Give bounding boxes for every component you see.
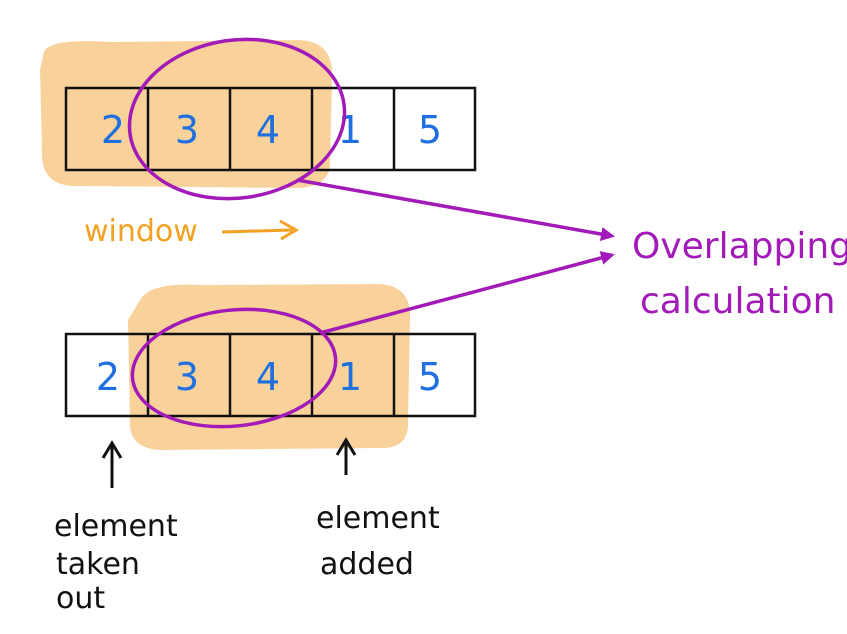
overlap-label-line1: Overlapping	[632, 226, 847, 267]
bottom-cell-value: 1	[338, 355, 362, 399]
removed-element-arrow	[101, 440, 123, 488]
top-array-border	[64, 86, 477, 172]
window-label: window	[84, 214, 198, 249]
bottom-window-highlight	[128, 284, 411, 450]
added-note-line2: added	[320, 547, 414, 582]
bottom-array: 2 3 4 1 5	[64, 332, 477, 418]
top-to-label-arrow	[296, 178, 615, 241]
top-overlap-circle	[127, 37, 347, 201]
window-direction-arrow	[221, 219, 299, 241]
top-cell-value: 4	[256, 108, 280, 152]
top-cell-value: 3	[175, 108, 199, 152]
bottom-cell-value: 2	[96, 355, 120, 399]
bottom-cell-value: 3	[175, 355, 199, 399]
top-array: 2 3 4 1 5	[64, 86, 477, 172]
top-window-highlight	[40, 40, 333, 188]
removed-note-line1: element	[54, 509, 178, 544]
removed-note-line3: out	[56, 581, 105, 616]
added-element-arrow	[335, 437, 357, 475]
bottom-cell-value: 5	[418, 355, 442, 399]
bottom-cell-value: 4	[256, 355, 280, 399]
removed-note-line2: taken	[56, 547, 140, 582]
bottom-to-label-arrow	[319, 251, 615, 335]
added-note-line1: element	[316, 501, 440, 536]
overlap-label-line2: calculation	[640, 281, 836, 322]
top-cell-value: 2	[101, 108, 125, 152]
bottom-overlap-circle	[130, 307, 338, 429]
bottom-array-border	[64, 332, 477, 418]
top-cell-value: 5	[418, 108, 442, 152]
